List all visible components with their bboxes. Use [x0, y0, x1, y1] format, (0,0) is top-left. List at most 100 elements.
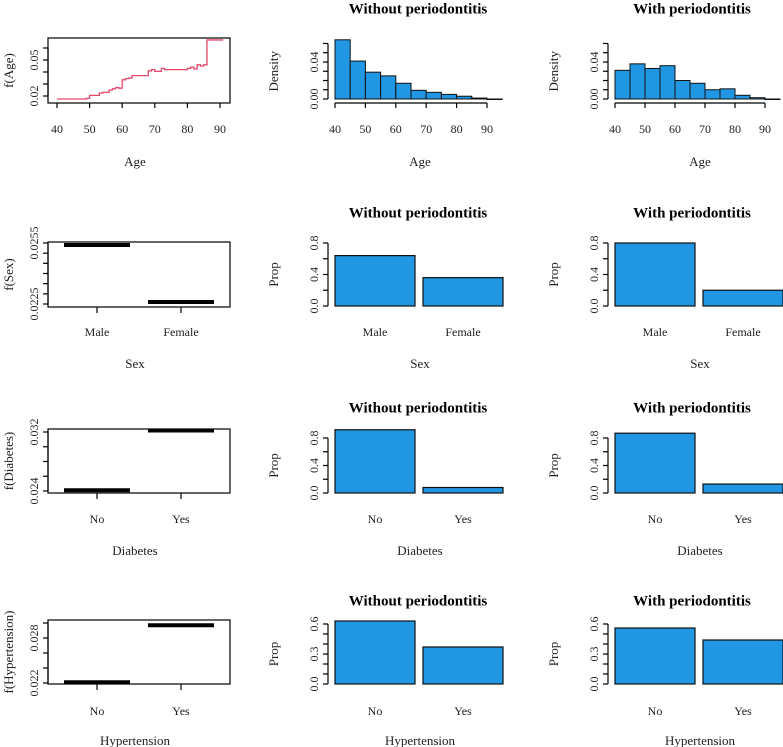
- x-tick-label: No: [648, 704, 663, 718]
- y-axis-label: Density: [546, 51, 561, 92]
- x-axis-label: Age: [124, 154, 146, 169]
- y-axis-label: f(Hypertension): [1, 610, 16, 693]
- y-tick-label: 0.8: [587, 236, 601, 251]
- y-tick-label: 0.0255: [27, 227, 41, 260]
- y-axis-label: Prop: [266, 642, 281, 667]
- bar: [422, 646, 504, 685]
- histogram-bar: [689, 82, 706, 100]
- histogram-bar: [659, 65, 676, 100]
- y-tick-label: 0.0: [307, 299, 321, 314]
- x-tick-label: No: [90, 512, 105, 526]
- x-tick-label: Female: [163, 325, 198, 339]
- panel-6: With periodontitis 0.0 0.4 0.8 Prop Sex Male Fe…: [546, 205, 783, 371]
- histogram-bar: [644, 67, 661, 100]
- bar: [334, 620, 416, 685]
- panel-2: Without periodontitis 0.00 0.04 Density Age 4…: [266, 1, 503, 169]
- bar: [614, 242, 696, 307]
- histogram-bar: [734, 94, 751, 100]
- y-tick-label: 0.8: [307, 236, 321, 251]
- x-tick-label: 60: [669, 122, 681, 136]
- y-axis-label: Prop: [266, 453, 281, 478]
- bar: [334, 429, 416, 494]
- histogram-bar: [764, 98, 781, 100]
- bar: [702, 289, 783, 307]
- histogram-bar: [674, 80, 691, 100]
- y-axis-label: f(Diabetes): [1, 432, 16, 490]
- histogram-bar: [425, 91, 442, 100]
- histogram-bar: [719, 88, 736, 100]
- y-tick-label: 0.05: [27, 50, 41, 71]
- y-tick-label: 0.6: [587, 617, 601, 632]
- x-tick-label: Male: [85, 325, 110, 339]
- y-tick-label: 0.8: [307, 431, 321, 446]
- x-tick-label: Yes: [172, 704, 190, 718]
- x-axis-label: Sex: [690, 356, 710, 371]
- x-tick-label: 70: [699, 122, 711, 136]
- x-tick-label: Yes: [734, 512, 752, 526]
- x-tick-label: Yes: [172, 512, 190, 526]
- panel-8: Without periodontitis 0.0 0.4 0.8 Prop Diabet…: [266, 400, 504, 558]
- y-tick-label: 0.022: [27, 670, 41, 697]
- x-axis-label: Hypertension: [665, 733, 736, 747]
- y-tick-label: 0.04: [307, 52, 321, 73]
- y-tick-label: 0.00: [307, 89, 321, 110]
- panel-title: Without periodontitis: [349, 205, 488, 221]
- bar: [422, 277, 504, 307]
- x-tick-label: No: [368, 512, 383, 526]
- histogram-bar: [629, 63, 646, 100]
- x-tick-label: 50: [639, 122, 651, 136]
- x-tick-label: No: [90, 704, 105, 718]
- x-axis-label: Diabetes: [112, 543, 157, 558]
- y-tick-label: 0.4: [307, 267, 321, 282]
- x-tick-label: 60: [390, 122, 402, 136]
- bar: [334, 255, 416, 307]
- panel-title: With periodontitis: [633, 1, 751, 17]
- histogram-bar: [334, 39, 351, 100]
- y-tick-label: 0.00: [587, 89, 601, 110]
- bar: [614, 432, 696, 494]
- panel-1: 0.02 0.05 f(Age) Age 40 50 60 70 80 90: [1, 37, 231, 169]
- x-axis-label: Hypertension: [100, 733, 171, 747]
- y-tick-label: 0.0: [587, 677, 601, 692]
- x-axis-label: Age: [409, 154, 431, 169]
- bar: [702, 639, 783, 685]
- y-tick-label: 0.4: [587, 458, 601, 473]
- y-axis-label: Prop: [546, 642, 561, 667]
- panel-10: 0.022 0.028 f(Hypertension) Hypertension No Y…: [1, 610, 231, 747]
- y-tick-label: 0.04: [587, 52, 601, 73]
- y-tick-label: 0.4: [307, 458, 321, 473]
- histogram-bar: [471, 97, 488, 100]
- panel-3: With periodontitis 0.00 0.04 Density Age 40 50…: [546, 1, 781, 169]
- histogram-bar: [410, 89, 427, 100]
- x-axis-label: Sex: [410, 356, 430, 371]
- x-tick-label: 90: [481, 122, 493, 136]
- x-tick-label: 90: [214, 122, 226, 136]
- y-axis-label: Prop: [546, 453, 561, 478]
- histogram-bar: [395, 82, 412, 100]
- x-tick-label: Yes: [734, 704, 752, 718]
- x-tick-label: 90: [759, 122, 771, 136]
- y-tick-label: 0.6: [307, 617, 321, 632]
- f-age-line: [57, 39, 224, 100]
- histogram-bar: [456, 95, 473, 100]
- x-tick-label: Male: [363, 325, 388, 339]
- panel-4: 0.0225 0.0255 f(Sex) Sex Male Female: [1, 227, 231, 371]
- y-tick-label: 0.0225: [27, 288, 41, 321]
- y-axis-label: Prop: [546, 262, 561, 287]
- y-tick-label: 0.02: [27, 86, 41, 107]
- y-tick-label: 0.028: [27, 625, 41, 652]
- x-tick-label: 50: [84, 122, 96, 136]
- panel-title: With periodontitis: [633, 400, 751, 416]
- y-tick-label: 0.3: [307, 647, 321, 662]
- x-tick-label: 80: [729, 122, 741, 136]
- x-tick-label: No: [368, 704, 383, 718]
- histogram-bar: [704, 89, 721, 100]
- y-tick-label: 0.8: [587, 431, 601, 446]
- x-tick-label: 70: [149, 122, 161, 136]
- x-axis-label: Diabetes: [677, 543, 722, 558]
- plot-box: [47, 428, 231, 494]
- panel-7: 0.024 0.032 f(Diabetes) Diabetes No Yes: [1, 419, 231, 558]
- x-axis-label: Sex: [125, 356, 145, 371]
- histogram-bar: [380, 75, 397, 100]
